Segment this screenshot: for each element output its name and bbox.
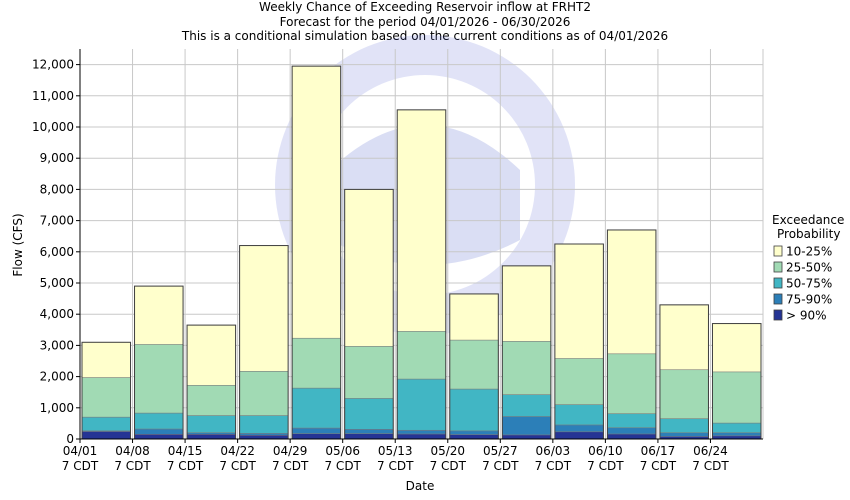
chart-subtitle-conditional: This is a conditional simulation based o… — [181, 29, 669, 43]
x-tick-label-tz: 7 CDT — [272, 459, 309, 473]
legend-label: 50-75% — [786, 277, 832, 291]
chart-title: Weekly Chance of Exceeding Reservoir inf… — [259, 0, 591, 14]
x-tick-label-date: 04/22 — [220, 444, 255, 458]
bar-segment-90 — [81, 431, 131, 440]
bar-stack — [344, 188, 394, 440]
x-tick-label-date: 06/03 — [536, 444, 571, 458]
axes — [79, 49, 763, 440]
x-tick-label-tz: 7 CDT — [587, 459, 624, 473]
bar-segment-90 — [344, 433, 394, 440]
y-tick-label: 1,000 — [40, 401, 74, 415]
y-tick-label: 7,000 — [40, 214, 74, 228]
x-tick-label-tz: 7 CDT — [324, 459, 361, 473]
y-tick-label: 9,000 — [40, 151, 74, 165]
bar-segment-90 — [134, 434, 184, 440]
bar-stack — [239, 245, 289, 440]
y-tick-label: 2,000 — [40, 370, 74, 384]
bar-stack — [606, 229, 657, 440]
x-tick-label-date: 05/20 — [430, 444, 465, 458]
x-tick-label-tz: 7 CDT — [114, 459, 151, 473]
legend-title-probability: Probability — [777, 227, 840, 241]
x-tick-label-tz: 7 CDT — [535, 459, 572, 473]
bar-stack — [554, 243, 604, 440]
legend-title-exceedance: Exceedance — [772, 213, 844, 227]
bar-segment-90 — [607, 433, 657, 440]
legend-swatch — [773, 293, 783, 305]
legend-swatch — [773, 245, 783, 257]
y-tick-label: 6,000 — [40, 245, 74, 259]
x-tick-label-date: 05/13 — [378, 444, 413, 458]
bar-segment-90 — [239, 434, 289, 440]
y-tick-label: 0 — [66, 432, 74, 446]
y-tick-label: 11,000 — [32, 89, 74, 103]
bar-segment-90 — [502, 434, 552, 440]
bar-segment-90 — [396, 433, 447, 440]
bar-stack — [81, 341, 132, 440]
bar-stack — [291, 65, 342, 440]
x-tick-label-tz: 7 CDT — [640, 459, 677, 473]
bar-stack — [659, 304, 709, 440]
bar-stack — [396, 109, 447, 440]
y-tick-label: 3,000 — [40, 338, 74, 352]
legend-label: 75-90% — [786, 293, 832, 307]
x-tick-label-tz: 7 CDT — [430, 459, 467, 473]
bar-stack — [501, 265, 552, 440]
legend-label: > 90% — [786, 309, 827, 323]
x-tick-label-date: 04/29 — [273, 444, 308, 458]
x-tick-label-date: 04/15 — [168, 444, 203, 458]
bar-segment-90 — [449, 434, 499, 440]
x-tick-label-date: 06/24 — [693, 444, 728, 458]
y-tick-label: 4,000 — [40, 307, 74, 321]
bar-stack — [711, 323, 762, 440]
bar-stacks — [81, 65, 762, 440]
y-tick-labels: 0 1,000 2,000 3,000 4,000 5,000 6,000 7,000 8,00… — [32, 58, 80, 446]
x-tick-label-date: 05/06 — [325, 444, 360, 458]
y-tick-label: 5,000 — [40, 276, 74, 290]
chart-subtitle-forecast-period: Forecast for the period 04/01/2026 - 06/… — [279, 14, 571, 29]
y-axis-label: Flow (CFS) — [11, 213, 25, 276]
x-tick-label-date: 05/27 — [483, 444, 518, 458]
bar-stack — [449, 293, 499, 440]
y-tick-label: 10,000 — [32, 120, 74, 134]
x-tick-label-date: 06/10 — [588, 444, 623, 458]
bar-segment-90 — [291, 433, 341, 440]
legend: Exceedance Probability 10-25% 25-50% 50-75… — [772, 213, 844, 323]
x-axis-label: Date — [406, 479, 435, 493]
chart-titles: Weekly Chance of Exceeding Reservoir inf… — [0, 0, 850, 44]
x-tick-label-tz: 7 CDT — [482, 459, 519, 473]
x-tick-label-date: 06/17 — [641, 444, 676, 458]
bar-stack — [134, 285, 184, 440]
x-tick-label-date: 04/08 — [115, 444, 150, 458]
bar-segment-90 — [554, 431, 604, 440]
x-tick-label-tz: 7 CDT — [692, 459, 729, 473]
bar-stack — [186, 324, 237, 440]
y-tick-label: 8,000 — [40, 182, 74, 196]
legend-swatch — [773, 277, 783, 289]
y-tick-label: 12,000 — [32, 58, 74, 72]
legend-swatch — [773, 261, 783, 273]
legend-label: 10-25% — [786, 245, 832, 259]
x-tick-label-tz: 7 CDT — [219, 459, 256, 473]
x-tick-label-tz: 7 CDT — [62, 459, 99, 473]
legend-swatch — [773, 309, 783, 321]
legend-label: 25-50% — [786, 261, 832, 275]
bar-segment-90 — [186, 434, 236, 440]
x-tick-label-date: 04/01 — [63, 444, 98, 458]
x-tick-label-tz: 7 CDT — [377, 459, 414, 473]
x-tick-label-tz: 7 CDT — [167, 459, 204, 473]
